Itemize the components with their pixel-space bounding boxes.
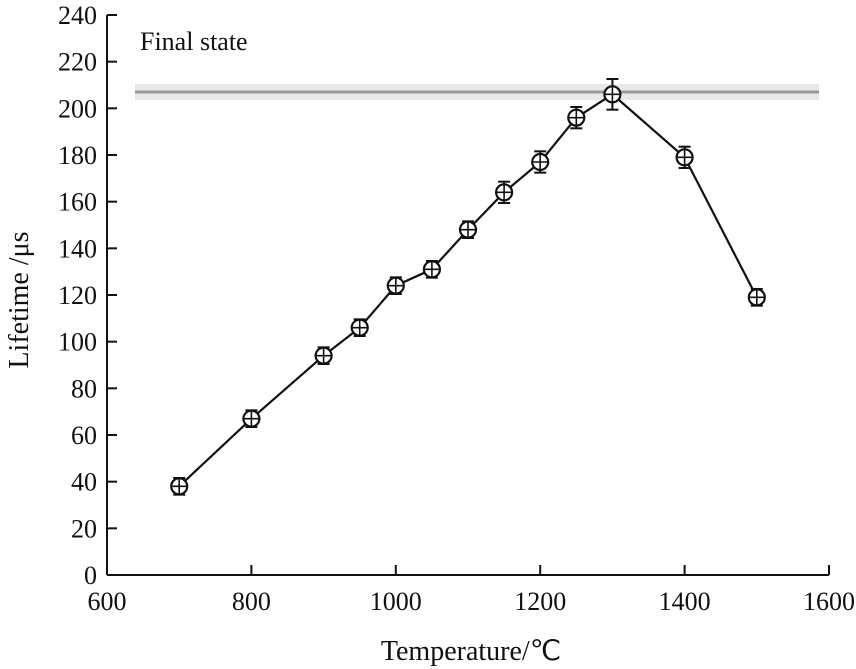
y-tick-label-80: 80 <box>71 374 97 403</box>
y-tick-label-140: 140 <box>58 234 97 263</box>
y-tick-label-0: 0 <box>84 561 97 590</box>
y-tick-label-220: 220 <box>58 48 97 77</box>
y-tick-label-120: 120 <box>58 281 97 310</box>
data-point-1250 <box>567 106 586 130</box>
data-point-1000 <box>386 276 405 295</box>
data-point-1150 <box>495 180 514 204</box>
y-tick-label-60: 60 <box>71 421 97 450</box>
y-tick-label-20: 20 <box>71 514 97 543</box>
y-tick-label-180: 180 <box>58 141 97 170</box>
data-point-1100 <box>458 220 478 239</box>
data-point-900 <box>314 346 333 365</box>
series-line-0 <box>178 92 758 488</box>
x-tick-label-1600: 1600 <box>803 587 855 616</box>
data-point-800 <box>242 409 261 428</box>
x-tick-label-1000: 1000 <box>370 587 422 616</box>
data-point-1200 <box>531 150 550 174</box>
axes: 0 20 40 60 80 100 120 140 160 180 200 220 240 600 800 1… <box>58 1 855 616</box>
y-tick-label-240: 240 <box>58 1 97 30</box>
y-tick-label-40: 40 <box>71 468 97 497</box>
data-point-1500 <box>747 288 766 307</box>
y-tick-label-100: 100 <box>58 328 97 357</box>
x-tick-label-800: 800 <box>232 587 271 616</box>
data-point-950 <box>350 318 369 337</box>
x-axis-title: Temperature/℃ <box>381 636 561 667</box>
reference-line-group <box>135 84 819 100</box>
data-point-1050 <box>422 260 441 279</box>
data-point-1300 <box>603 78 622 111</box>
data-point-700 <box>170 477 189 496</box>
y-tick-label-200: 200 <box>58 94 97 123</box>
y-axis-title: Lifetime /μs <box>4 231 35 368</box>
x-tick-label-1400: 1400 <box>659 587 711 616</box>
x-tick-label-1200: 1200 <box>514 587 566 616</box>
x-tick-label-600: 600 <box>88 587 127 616</box>
series <box>170 78 766 496</box>
annotation-final-state: Final state <box>140 27 248 56</box>
data-point-1400 <box>675 145 694 169</box>
y-tick-label-160: 160 <box>58 188 97 217</box>
